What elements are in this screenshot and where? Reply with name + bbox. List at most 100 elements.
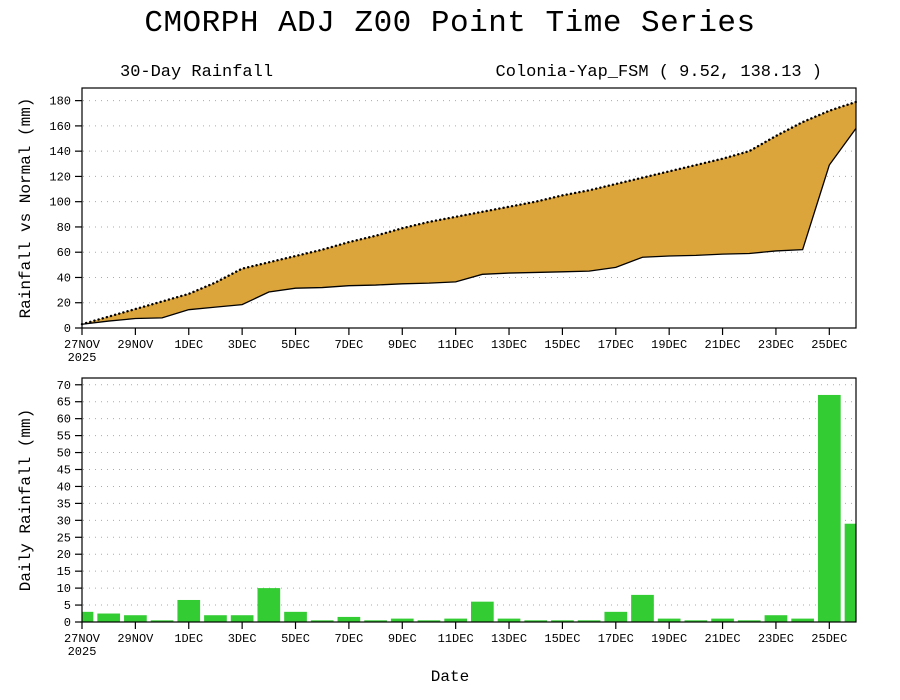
daily-rainfall-bar	[417, 620, 441, 622]
x-tick-label: 7DEC	[334, 338, 363, 352]
daily-rainfall-bar	[551, 620, 574, 622]
x-tick-label: 11DEC	[438, 338, 474, 352]
daily-rainfall-bar	[684, 620, 708, 622]
panel-title-right: Colonia-Yap_FSM ( 9.52, 138.13 )	[496, 63, 822, 82]
daily-rainfall-bar	[390, 618, 414, 622]
x-tick-label: 25DEC	[811, 632, 847, 646]
y-tick-label: 40	[57, 271, 71, 285]
x-tick-label: 25DEC	[811, 338, 847, 352]
y-tick-label: 30	[57, 514, 71, 528]
normal-cumulative-line	[80, 100, 858, 326]
daily-rainfall-bar	[844, 523, 856, 622]
daily-rainfall-bar	[791, 618, 814, 622]
y-tick-label: 25	[57, 531, 71, 545]
x-tick-label: 23DEC	[758, 632, 794, 646]
x-axis-label: Date	[431, 668, 469, 686]
daily-rainfall-bar	[310, 620, 334, 622]
daily-rainfall-bar	[657, 618, 681, 622]
daily-rainfall-bar	[524, 620, 548, 622]
x-tick-label: 15DEC	[544, 338, 580, 352]
x-axis-year-label: 2025	[68, 351, 97, 365]
daily-rainfall-bar	[97, 613, 121, 622]
plot-frame	[81, 377, 857, 623]
daily-plot-area: 051015202530354045505560657027NOV202529N…	[57, 377, 857, 659]
y-tick-label: 0	[64, 616, 71, 630]
x-tick-label: 5DEC	[281, 338, 310, 352]
x-tick-label: 1DEC	[174, 632, 203, 646]
daily-rainfall-bar	[257, 588, 281, 622]
x-tick-label: 11DEC	[438, 632, 474, 646]
panel-title-left: 30-Day Rainfall	[120, 63, 273, 82]
y-tick-label: 65	[57, 396, 71, 410]
daily-rainfall-bar	[230, 615, 254, 622]
x-tick-label: 17DEC	[598, 632, 634, 646]
daily-rainfall-bar	[497, 618, 521, 622]
y-tick-label: 80	[57, 221, 71, 235]
top-y-axis-label: Rainfall vs Normal (mm)	[17, 98, 35, 319]
x-tick-label: 7DEC	[334, 632, 363, 646]
daily-rainfall-bar	[471, 601, 494, 622]
y-tick-label: 45	[57, 464, 71, 478]
y-tick-label: 55	[57, 430, 71, 444]
x-tick-label: 1DEC	[174, 338, 203, 352]
x-axis-year-label: 2025	[68, 645, 97, 659]
plot-frame	[81, 87, 857, 329]
y-tick-label: 160	[49, 120, 71, 134]
daily-rainfall-bar	[737, 620, 761, 622]
y-tick-label: 120	[49, 170, 71, 184]
daily-rainfall-bar	[711, 618, 734, 622]
y-tick-label: 70	[57, 379, 71, 393]
observed-cumulative-line	[81, 128, 857, 325]
y-tick-label: 100	[49, 196, 71, 210]
x-tick-label: 5DEC	[281, 632, 310, 646]
daily-rainfall-bar	[444, 618, 467, 622]
y-tick-label: 35	[57, 497, 71, 511]
x-tick-label: 29NOV	[117, 338, 154, 352]
daily-rainfall-bar	[577, 620, 601, 622]
x-tick-label: 17DEC	[598, 338, 634, 352]
daily-rainfall-bar	[124, 615, 147, 622]
y-tick-label: 20	[57, 548, 71, 562]
y-tick-label: 10	[57, 582, 71, 596]
x-tick-label: 27NOV	[64, 338, 101, 352]
daily-rainfall-bar	[764, 615, 788, 622]
x-tick-label: 13DEC	[491, 632, 527, 646]
daily-rainfall-bar	[817, 394, 841, 622]
y-tick-label: 140	[49, 145, 71, 159]
y-tick-label: 0	[64, 322, 71, 336]
cumulative-rainfall-panel: 30-Day Rainfall Colonia-Yap_FSM ( 9.52, …	[17, 63, 858, 365]
y-tick-label: 60	[57, 246, 71, 260]
y-tick-label: 180	[49, 95, 71, 109]
bottom-y-axis-label: Daily Rainfall (mm)	[17, 409, 35, 591]
daily-rainfall-bar	[204, 615, 227, 622]
y-tick-label: 15	[57, 565, 71, 579]
y-tick-label: 60	[57, 413, 71, 427]
x-tick-label: 27NOV	[64, 632, 101, 646]
y-tick-label: 40	[57, 480, 71, 494]
x-tick-label: 13DEC	[491, 338, 527, 352]
y-tick-label: 50	[57, 447, 71, 461]
daily-rainfall-bar	[604, 611, 628, 622]
page-title: CMORPH ADJ Z00 Point Time Series	[144, 6, 755, 41]
x-tick-label: 21DEC	[705, 338, 741, 352]
x-tick-label: 19DEC	[651, 338, 687, 352]
x-tick-label: 3DEC	[228, 338, 257, 352]
x-tick-label: 9DEC	[388, 338, 417, 352]
daily-rainfall-bar	[631, 594, 654, 622]
x-tick-label: 23DEC	[758, 338, 794, 352]
daily-rainfall-bar	[337, 616, 361, 622]
daily-rainfall-bar	[364, 620, 387, 622]
daily-rainfall-panel: Daily Rainfall (mm) 05101520253035404550…	[17, 377, 857, 659]
y-tick-label: 5	[64, 599, 71, 613]
x-tick-label: 9DEC	[388, 632, 417, 646]
x-tick-label: 19DEC	[651, 632, 687, 646]
x-tick-label: 29NOV	[117, 632, 154, 646]
x-tick-label: 21DEC	[705, 632, 741, 646]
daily-rainfall-bar	[284, 611, 307, 622]
rainfall-vs-normal-band	[82, 101, 856, 325]
daily-rainfall-bar	[150, 620, 174, 622]
daily-rainfall-bar	[177, 599, 201, 622]
